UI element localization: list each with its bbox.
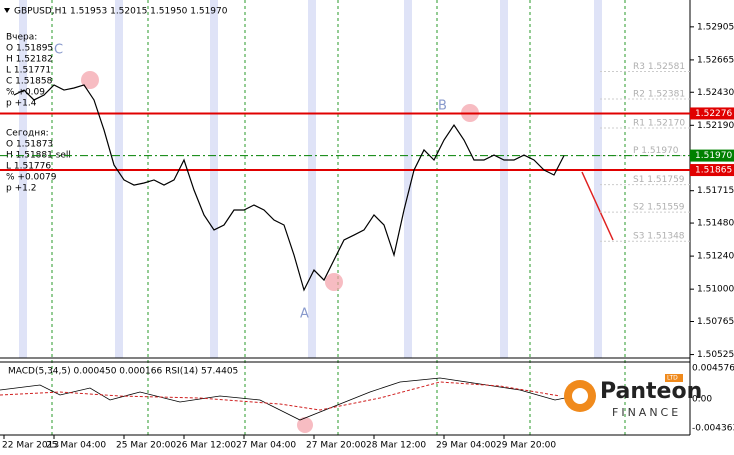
pivot-label: R3 1.52581	[633, 62, 685, 72]
price-label: 1.51865	[695, 166, 732, 176]
pivot-label: P 1.51970	[633, 146, 679, 156]
forecast-arrow	[581, 171, 614, 241]
x-tick-label: 27 Mar 04:00	[236, 441, 296, 451]
logo-badge	[665, 374, 683, 382]
band	[594, 0, 602, 358]
y-tick-label: 1.51715	[697, 186, 734, 196]
logo-mark	[572, 388, 588, 404]
price-label: 1.52276	[695, 109, 732, 119]
logo-badge-text: LTD	[667, 375, 678, 382]
pivot-label: S1 1.51759	[633, 175, 685, 185]
highlight	[81, 71, 99, 89]
info-line: p +1.2	[6, 184, 36, 194]
info-line: C 1.51858	[6, 77, 53, 87]
symbol-line: GBPUSD,H1 1.51953 1.52015 1.51950 1.5197…	[14, 7, 228, 17]
price-label-bg	[690, 164, 734, 177]
info-line: O 1.51895	[6, 44, 53, 54]
annotation: A	[300, 307, 309, 322]
x-tick-label: 27 Mar 20:00	[306, 441, 366, 451]
info-line: L 1.51776	[6, 162, 51, 172]
y-tick-label: 1.50525	[697, 350, 734, 360]
pivot-label: R2 1.52381	[633, 90, 685, 100]
info-line: p +1.4	[6, 99, 37, 109]
info-line: H 1.52182	[6, 55, 53, 65]
y-tick-label: 1.52905	[697, 22, 734, 32]
x-tick-label: 29 Mar 20:00	[496, 441, 556, 451]
pivot-label: R1 1.52170	[633, 119, 685, 129]
y-tick-label: 1.52190	[697, 121, 734, 131]
info-line: L 1.51771	[6, 66, 51, 76]
indicator-tick: 0.00	[692, 395, 712, 405]
x-tick-label: 28 Mar 12:00	[366, 441, 426, 451]
x-tick-label: 22 Mar 2013	[2, 441, 59, 451]
y-tick-label: 1.52430	[697, 88, 734, 98]
logo-sub: FINANCE	[612, 406, 681, 419]
band	[115, 0, 123, 358]
info-line: Сегодня:	[6, 129, 49, 139]
price-label-bg	[690, 149, 734, 162]
x-tick-label: 29 Mar 04:00	[436, 441, 496, 451]
highlight	[297, 417, 313, 433]
x-tick-label: 25 Mar 04:00	[46, 441, 106, 451]
pivot-label: S3 1.51348	[633, 232, 685, 242]
annotation: C	[54, 43, 63, 58]
pivot-label: S2 1.51559	[633, 203, 685, 213]
indicator-tick: 0.004576	[692, 364, 734, 374]
band	[404, 0, 412, 358]
logo: Panteon FINANCE LTD	[564, 374, 702, 419]
info-line: % +0.0079	[6, 173, 57, 183]
collapse-icon[interactable]	[4, 8, 10, 13]
session-bands	[19, 0, 602, 358]
band	[210, 0, 218, 358]
y-tick-label: 1.51480	[697, 219, 734, 229]
indicator-title: MACD(5,34,5) 0.000450 0.000166 RSI(14) 5…	[8, 367, 238, 377]
info-line: O 1.51873	[6, 140, 53, 150]
x-tick-label: 26 Mar 12:00	[176, 441, 236, 451]
info-line: Вчера:	[6, 33, 37, 43]
price-label: 1.51970	[695, 151, 732, 161]
annotation: B	[438, 99, 447, 114]
price-label-bg	[690, 107, 734, 120]
indicator-tick: -0.004363	[692, 424, 734, 434]
band	[500, 0, 508, 358]
highlight	[325, 273, 343, 291]
indicator-signal	[0, 381, 561, 411]
x-tick-label: 25 Mar 20:00	[116, 441, 176, 451]
band	[308, 0, 316, 358]
y-tick-label: 1.51000	[697, 285, 734, 295]
price-line	[13, 84, 565, 292]
y-tick-label: 1.52665	[697, 55, 734, 65]
y-tick-label: 1.50765	[697, 317, 734, 327]
y-tick-label: 1.51240	[697, 252, 734, 262]
logo-name: Panteon	[600, 379, 702, 404]
band	[19, 0, 27, 358]
